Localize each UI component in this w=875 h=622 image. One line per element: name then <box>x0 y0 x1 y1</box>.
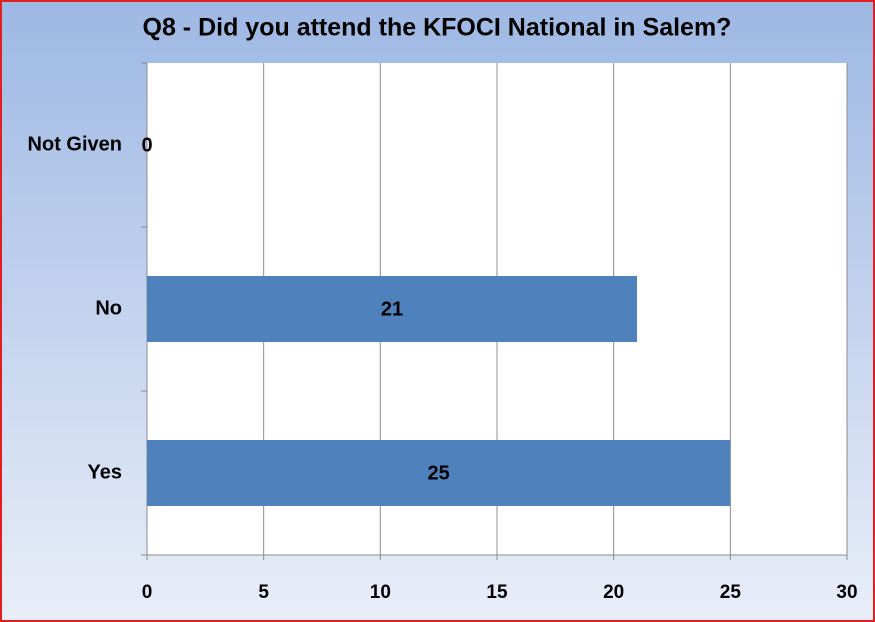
data-label: 0 <box>141 134 152 156</box>
x-tick-label: 20 <box>603 582 624 603</box>
chart-title: Q8 - Did you attend the KFOCI National i… <box>143 14 732 42</box>
x-tick-label: 5 <box>258 582 269 603</box>
bar <box>147 276 637 342</box>
y-tick-label: Not Given <box>28 133 122 155</box>
y-tick-label: Yes <box>88 461 122 483</box>
x-tick-label: 15 <box>486 582 508 603</box>
data-label: 21 <box>381 298 403 320</box>
data-label: 25 <box>428 462 450 484</box>
x-tick-label: 30 <box>836 582 857 603</box>
x-tick-label: 25 <box>720 582 742 603</box>
x-tick-label: 10 <box>370 582 391 603</box>
bar <box>147 440 731 506</box>
x-tick-label: 0 <box>142 582 153 603</box>
y-tick-label: No <box>95 297 122 319</box>
